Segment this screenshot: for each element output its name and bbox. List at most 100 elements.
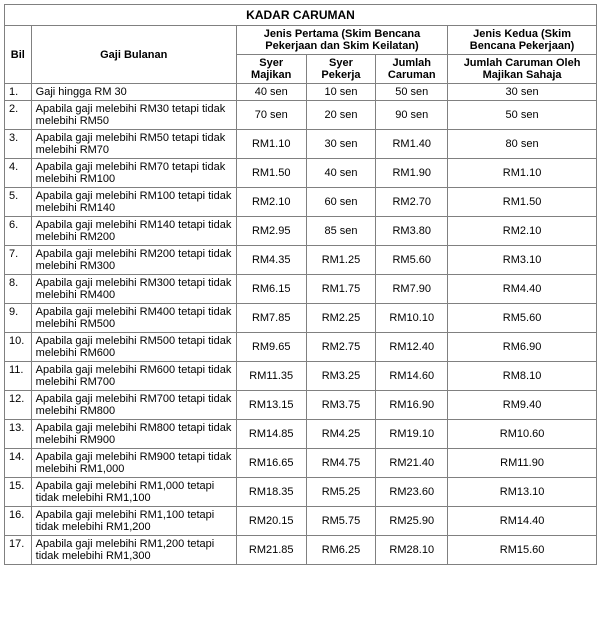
cell-bil: 13. (5, 420, 32, 449)
table-row: 11.Apabila gaji melebihi RM600 tetapi ti… (5, 362, 597, 391)
table-row: 8.Apabila gaji melebihi RM300 tetapi tid… (5, 275, 597, 304)
cell-bil: 4. (5, 159, 32, 188)
cell-gaji: Apabila gaji melebihi RM1,100 tetapi tid… (31, 507, 236, 536)
cell-kedua: 80 sen (448, 130, 597, 159)
table-row: 1.Gaji hingga RM 3040 sen10 sen50 sen30 … (5, 84, 597, 101)
cell-jumlah: RM3.80 (376, 217, 448, 246)
cell-kedua: RM9.40 (448, 391, 597, 420)
cell-bil: 10. (5, 333, 32, 362)
table-row: 13.Apabila gaji melebihi RM800 tetapi ti… (5, 420, 597, 449)
cell-gaji: Apabila gaji melebihi RM200 tetapi tidak… (31, 246, 236, 275)
table-row: 2.Apabila gaji melebihi RM30 tetapi tida… (5, 101, 597, 130)
table-row: 10.Apabila gaji melebihi RM500 tetapi ti… (5, 333, 597, 362)
cell-jumlah: RM14.60 (376, 362, 448, 391)
cell-syer-majikan: RM13.15 (236, 391, 306, 420)
cell-syer-pekerja: RM3.75 (306, 391, 376, 420)
cell-syer-pekerja: RM1.75 (306, 275, 376, 304)
cell-kedua: 50 sen (448, 101, 597, 130)
cell-syer-pekerja: 20 sen (306, 101, 376, 130)
cell-bil: 12. (5, 391, 32, 420)
cell-bil: 2. (5, 101, 32, 130)
cell-kedua: RM2.10 (448, 217, 597, 246)
cell-syer-majikan: RM21.85 (236, 536, 306, 565)
col-header-syer-majikan: Syer Majikan (236, 55, 306, 84)
cell-bil: 16. (5, 507, 32, 536)
cell-jumlah: RM16.90 (376, 391, 448, 420)
cell-kedua: RM5.60 (448, 304, 597, 333)
table-row: 16.Apabila gaji melebihi RM1,100 tetapi … (5, 507, 597, 536)
cell-syer-pekerja: 40 sen (306, 159, 376, 188)
cell-syer-pekerja: RM6.25 (306, 536, 376, 565)
cell-kedua: RM6.90 (448, 333, 597, 362)
cell-gaji: Apabila gaji melebihi RM70 tetapi tidak … (31, 159, 236, 188)
cell-jumlah: 50 sen (376, 84, 448, 101)
col-header-jumlah-majikan: Jumlah Caruman Oleh Majikan Sahaja (448, 55, 597, 84)
cell-syer-majikan: RM18.35 (236, 478, 306, 507)
cell-bil: 9. (5, 304, 32, 333)
cell-syer-majikan: RM1.50 (236, 159, 306, 188)
table-row: 7.Apabila gaji melebihi RM200 tetapi tid… (5, 246, 597, 275)
cell-gaji: Apabila gaji melebihi RM100 tetapi tidak… (31, 188, 236, 217)
cell-jumlah: RM1.90 (376, 159, 448, 188)
cell-syer-pekerja: RM2.25 (306, 304, 376, 333)
cell-bil: 8. (5, 275, 32, 304)
table-row: 14.Apabila gaji melebihi RM900 tetapi ti… (5, 449, 597, 478)
cell-jumlah: RM5.60 (376, 246, 448, 275)
cell-jumlah: RM21.40 (376, 449, 448, 478)
cell-jumlah: RM2.70 (376, 188, 448, 217)
caruman-table: KADAR CARUMAN Bil Gaji Bulanan Jenis Per… (4, 4, 597, 565)
cell-jumlah: RM10.10 (376, 304, 448, 333)
cell-syer-pekerja: 85 sen (306, 217, 376, 246)
cell-syer-majikan: RM14.85 (236, 420, 306, 449)
cell-kedua: RM10.60 (448, 420, 597, 449)
cell-bil: 15. (5, 478, 32, 507)
cell-jumlah: RM19.10 (376, 420, 448, 449)
cell-gaji: Apabila gaji melebihi RM1,000 tetapi tid… (31, 478, 236, 507)
cell-gaji: Apabila gaji melebihi RM700 tetapi tidak… (31, 391, 236, 420)
cell-gaji: Apabila gaji melebihi RM1,200 tetapi tid… (31, 536, 236, 565)
cell-kedua: RM8.10 (448, 362, 597, 391)
col-header-jenis-pertama: Jenis Pertama (Skim Bencana Pekerjaan da… (236, 26, 447, 55)
cell-gaji: Apabila gaji melebihi RM300 tetapi tidak… (31, 275, 236, 304)
cell-gaji: Apabila gaji melebihi RM800 tetapi tidak… (31, 420, 236, 449)
cell-syer-pekerja: RM5.25 (306, 478, 376, 507)
col-header-bil: Bil (5, 26, 32, 84)
cell-syer-majikan: RM4.35 (236, 246, 306, 275)
cell-jumlah: RM12.40 (376, 333, 448, 362)
table-row: 15.Apabila gaji melebihi RM1,000 tetapi … (5, 478, 597, 507)
cell-jumlah: RM1.40 (376, 130, 448, 159)
cell-kedua: RM13.10 (448, 478, 597, 507)
cell-jumlah: RM28.10 (376, 536, 448, 565)
cell-gaji: Apabila gaji melebihi RM30 tetapi tidak … (31, 101, 236, 130)
cell-bil: 11. (5, 362, 32, 391)
cell-kedua: RM14.40 (448, 507, 597, 536)
cell-syer-majikan: RM2.95 (236, 217, 306, 246)
cell-gaji: Apabila gaji melebihi RM500 tetapi tidak… (31, 333, 236, 362)
col-header-jenis-kedua: Jenis Kedua (Skim Bencana Pekerjaan) (448, 26, 597, 55)
table-row: 17.Apabila gaji melebihi RM1,200 tetapi … (5, 536, 597, 565)
table-title-row: KADAR CARUMAN (5, 5, 597, 26)
cell-bil: 5. (5, 188, 32, 217)
cell-syer-majikan: RM9.65 (236, 333, 306, 362)
cell-syer-majikan: RM20.15 (236, 507, 306, 536)
cell-jumlah: RM23.60 (376, 478, 448, 507)
cell-kedua: RM1.50 (448, 188, 597, 217)
cell-bil: 1. (5, 84, 32, 101)
table-row: 4.Apabila gaji melebihi RM70 tetapi tida… (5, 159, 597, 188)
cell-gaji: Apabila gaji melebihi RM900 tetapi tidak… (31, 449, 236, 478)
cell-jumlah: RM7.90 (376, 275, 448, 304)
cell-syer-majikan: RM11.35 (236, 362, 306, 391)
cell-gaji: Apabila gaji melebihi RM400 tetapi tidak… (31, 304, 236, 333)
cell-syer-majikan: RM2.10 (236, 188, 306, 217)
cell-kedua: RM3.10 (448, 246, 597, 275)
cell-kedua: RM1.10 (448, 159, 597, 188)
cell-kedua: RM11.90 (448, 449, 597, 478)
col-header-syer-pekerja: Syer Pekerja (306, 55, 376, 84)
cell-syer-pekerja: 60 sen (306, 188, 376, 217)
cell-syer-majikan: 70 sen (236, 101, 306, 130)
cell-syer-pekerja: RM2.75 (306, 333, 376, 362)
cell-syer-majikan: 40 sen (236, 84, 306, 101)
cell-syer-majikan: RM6.15 (236, 275, 306, 304)
cell-bil: 7. (5, 246, 32, 275)
col-header-jumlah-caruman: Jumlah Caruman (376, 55, 448, 84)
